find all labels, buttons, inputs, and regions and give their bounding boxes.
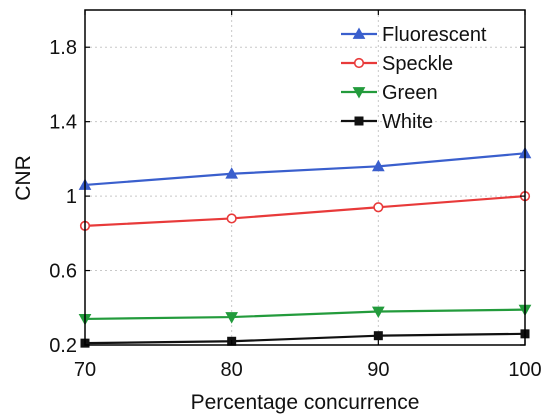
legend-marker-white xyxy=(354,116,364,126)
legend-entry-fluorescent: Fluorescent xyxy=(341,24,487,46)
series-line-fluorescent xyxy=(84,152,526,187)
series-line-speckle xyxy=(84,195,526,227)
legend-entry-white: White xyxy=(341,111,433,133)
plot-background xyxy=(85,10,525,345)
x-tick-label: 80 xyxy=(221,359,243,381)
series-line-white xyxy=(84,332,526,345)
legend-label-green: Green xyxy=(382,82,438,104)
x-tick-label: 90 xyxy=(367,359,389,381)
y-tick-label: 0.6 xyxy=(49,261,77,283)
data-point-speckle xyxy=(226,213,237,224)
y-axis-label: CNR xyxy=(12,155,35,201)
legend-label-fluorescent: Fluorescent xyxy=(382,24,487,46)
legend-entry-speckle: Speckle xyxy=(341,53,453,75)
legend-label-speckle: Speckle xyxy=(382,53,453,75)
data-point-green xyxy=(225,312,239,324)
legend-entry-green: Green xyxy=(341,82,438,104)
data-point-fluorescent xyxy=(371,159,385,172)
data-point-white xyxy=(373,331,383,341)
data-point-fluorescent xyxy=(225,167,239,179)
y-tick-label: 1.4 xyxy=(49,112,77,134)
data-series xyxy=(78,146,532,348)
legend-marker-fluorescent xyxy=(352,27,366,39)
legend-marker-green xyxy=(352,87,366,99)
axis-ticks: 70 80 90 100 0.2 0.6 1 1.4 1.8 xyxy=(49,10,542,381)
plot-frame xyxy=(84,9,526,346)
legend: Fluorescent Speckle Green White xyxy=(341,24,487,133)
legend-marker-speckle xyxy=(353,57,365,69)
y-tick-label: 1.8 xyxy=(49,37,77,59)
legend-label-white: White xyxy=(382,111,433,133)
data-point-speckle xyxy=(373,202,384,213)
y-tick-label: 1 xyxy=(66,186,77,208)
grid-lines xyxy=(85,10,525,345)
x-tick-label: 70 xyxy=(74,359,96,381)
x-tick-label: 100 xyxy=(508,359,541,381)
data-point-green xyxy=(371,306,385,319)
x-axis-label: Percentage concurrence xyxy=(191,391,420,414)
y-tick-label: 0.2 xyxy=(49,335,77,357)
series-line-green xyxy=(84,308,526,321)
